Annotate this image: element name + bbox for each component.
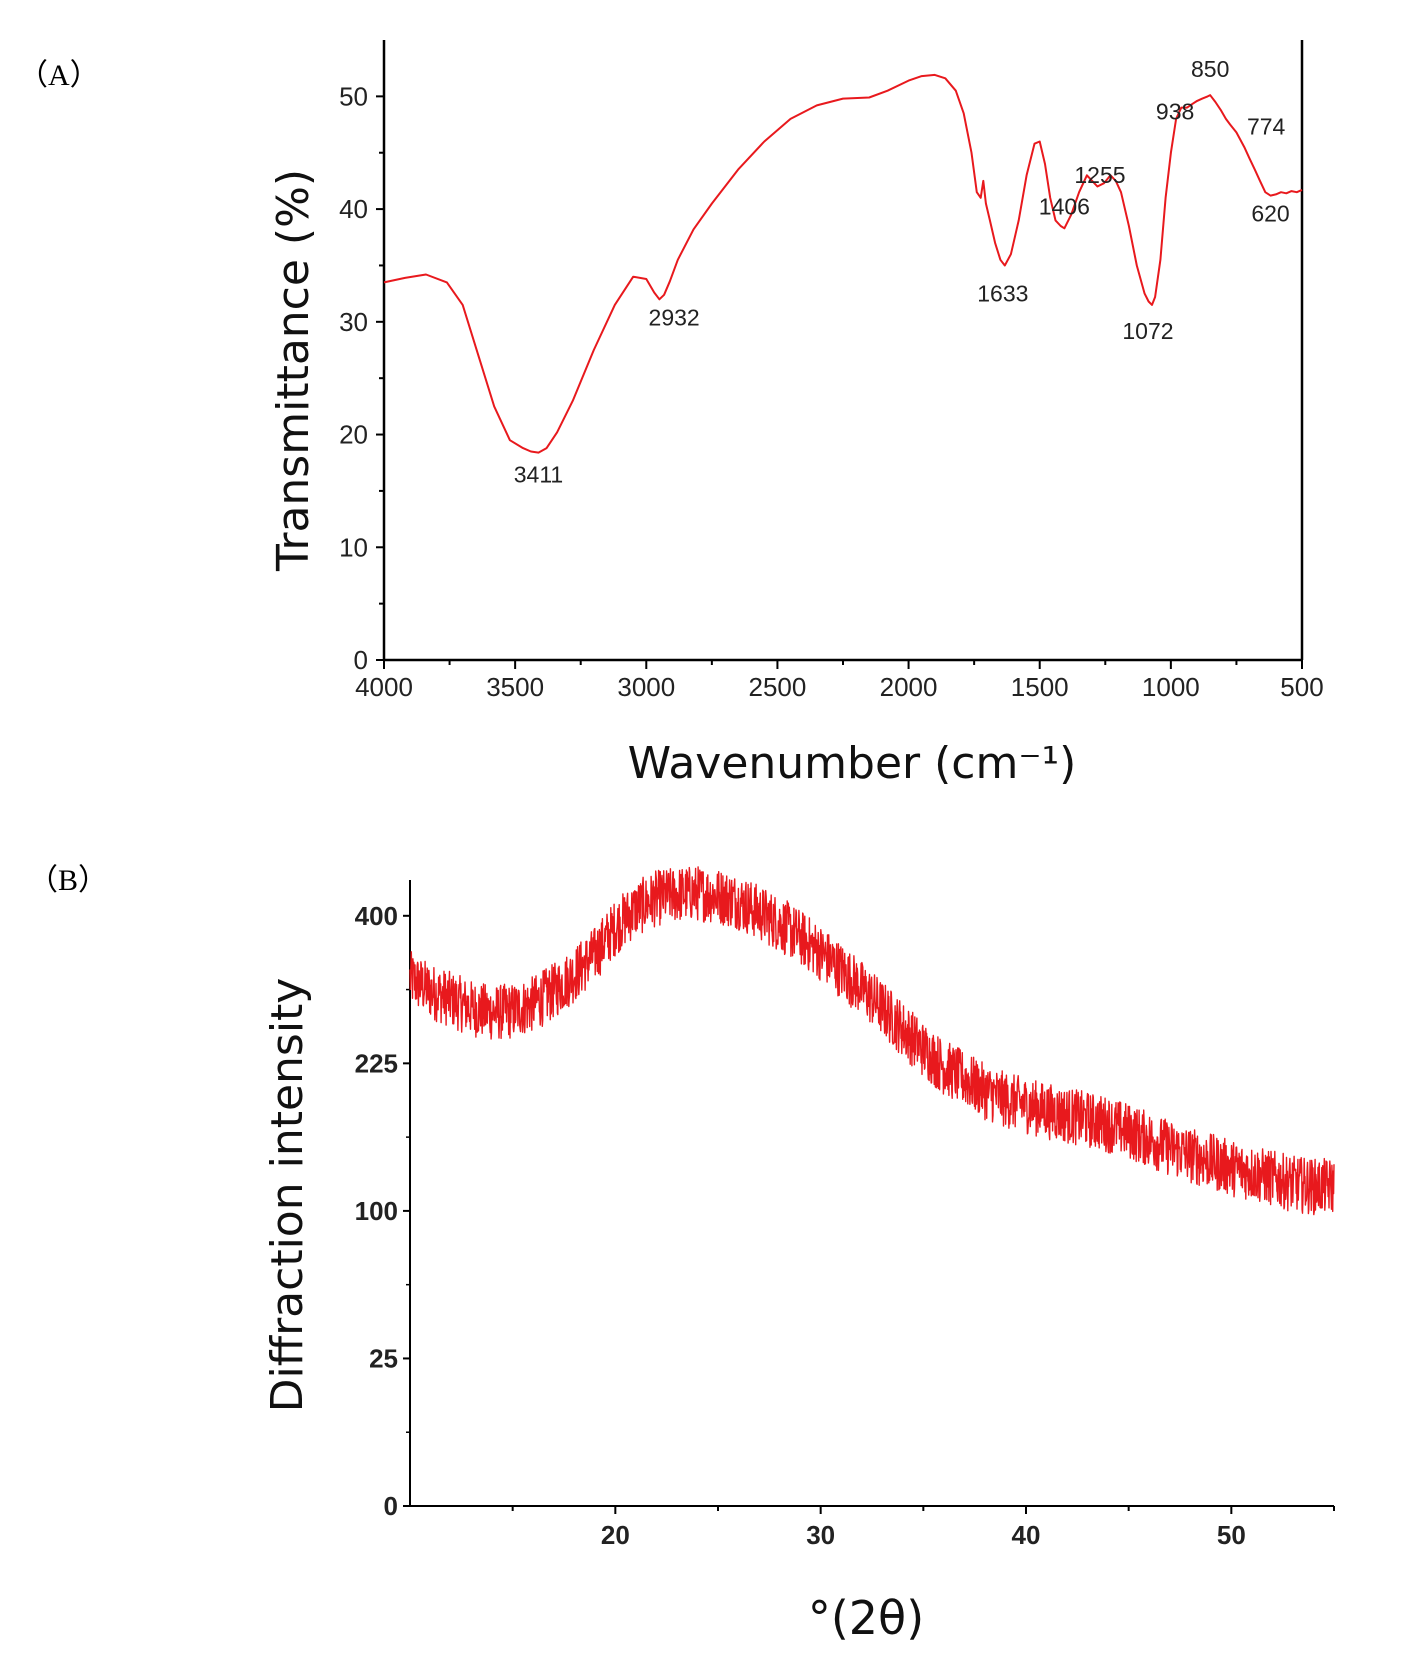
chart-a-ftir: 0 10 20 30 40 50 4000 3500 3000 2500 2000 1500 1000 5… [268,40,1324,789]
chart-a-x-tick-label: 2000 [880,672,938,702]
chart-a-peak-label: 1255 [1074,162,1125,188]
chart-a-peak-label: 1072 [1122,318,1173,344]
chart-b-x-tick-label: 30 [806,1520,835,1550]
chart-b-x-tick-label: 40 [1012,1520,1041,1550]
chart-b-y-tick-label: 0 [384,1491,398,1521]
chart-a-x-tick-label: 1500 [1011,672,1069,702]
panel-label-b: （B） [28,864,109,897]
chart-b-x-tick-label: 20 [601,1520,630,1550]
chart-b-x-tick-label: 50 [1217,1520,1246,1550]
chart-a-y-tick-label: 0 [354,645,368,675]
chart-b-x-axis-title: °(2θ) [808,1591,924,1645]
chart-a-peak-label: 2932 [649,304,700,330]
chart-a-peak-label: 1633 [977,280,1028,306]
chart-a-series-line [383,73,1303,454]
chart-a-y-tick-label: 50 [339,81,368,111]
chart-a-peak-label: 938 [1156,99,1194,125]
chart-a-x-tick-label: 4000 [355,672,413,702]
chart-a-x-tick-label: 3500 [486,672,544,702]
chart-a-peak-label: 3411 [514,462,563,488]
chart-b-xrd: 0 25 100 225 400 20 30 40 50 Diffraction intensit… [262,866,1335,1645]
chart-a-peak-label: 620 [1251,201,1289,227]
chart-a-peak-label: 850 [1191,56,1229,82]
chart-a-x-tick-label: 3000 [617,672,675,702]
panel-label-a: （A） [18,59,100,92]
chart-a-y-tick-label: 40 [339,194,368,224]
chart-b-y-tick-label: 100 [355,1196,398,1226]
chart-a-y-tick-label: 10 [339,532,368,562]
chart-a-y-tick-label: 20 [339,420,368,450]
chart-b-y-tick-label: 225 [355,1048,398,1078]
chart-a-y-tick-label: 30 [339,307,368,337]
chart-a-x-tick-label: 2500 [749,672,807,702]
chart-b-series-line [409,866,1335,1216]
chart-a-peak-label: 1406 [1039,193,1090,219]
chart-a-x-axis-title: Wavenumber (cm⁻¹) [628,738,1077,789]
chart-b-y-tick-label: 25 [369,1343,398,1373]
chart-b-y-axis-title: Diffraction intensity [262,978,313,1413]
chart-a-x-tick-label: 500 [1280,672,1323,702]
chart-a-peak-label: 774 [1247,114,1286,140]
chart-b-y-tick-label: 400 [355,901,398,931]
chart-a-x-tick-label: 1000 [1142,672,1200,702]
chart-a-y-axis-title: Transmittance (%) [268,169,319,572]
